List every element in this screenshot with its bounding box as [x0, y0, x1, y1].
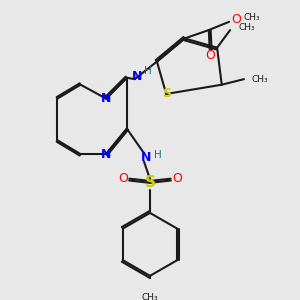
Text: N: N: [141, 151, 151, 164]
Text: CH₃: CH₃: [142, 292, 158, 300]
Text: CH₃: CH₃: [243, 13, 260, 22]
Text: N: N: [101, 92, 111, 105]
Text: N: N: [131, 70, 142, 83]
Text: O: O: [205, 49, 214, 62]
Text: S: S: [162, 88, 171, 100]
Text: N: N: [101, 148, 111, 160]
Text: O: O: [118, 172, 128, 185]
Text: H: H: [144, 66, 152, 76]
Text: CH₃: CH₃: [251, 75, 268, 84]
Text: O: O: [231, 14, 241, 26]
Text: S: S: [145, 175, 155, 190]
Text: CH₃: CH₃: [238, 23, 255, 32]
Text: H: H: [154, 150, 162, 160]
Text: O: O: [172, 172, 182, 185]
